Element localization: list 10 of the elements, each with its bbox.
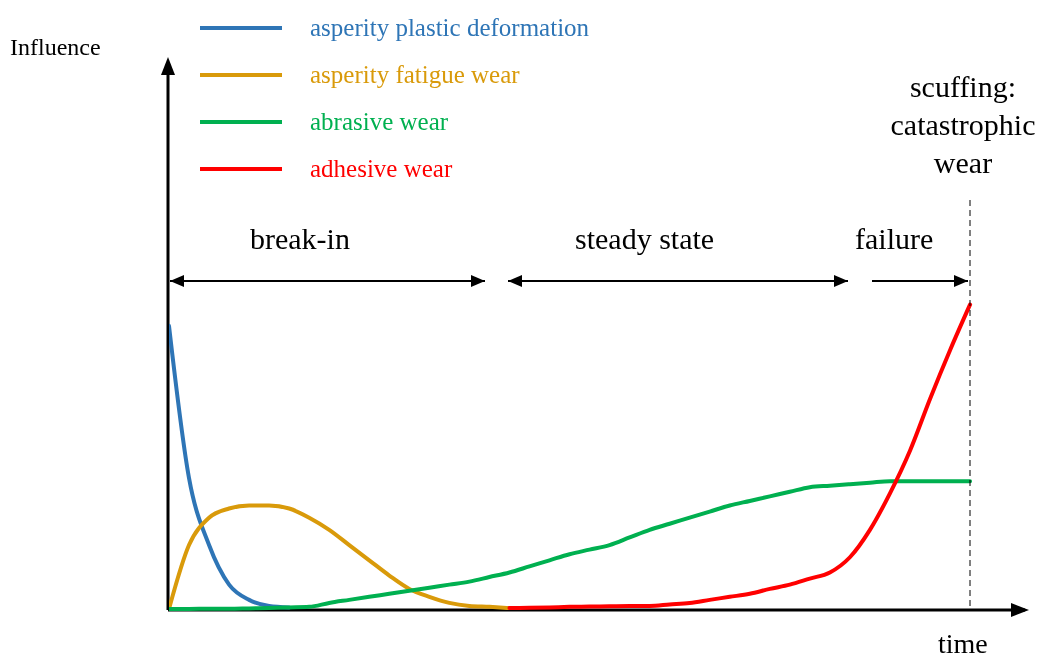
text: failure [855, 222, 934, 256]
legend-label: asperity fatigue wear [310, 60, 520, 89]
text: break-in [250, 222, 350, 256]
legend-label: adhesive wear [310, 154, 453, 183]
x-axis-title: time [938, 628, 988, 660]
text: steady state [575, 222, 715, 256]
legend-label: abrasive wear [310, 107, 449, 136]
legend-label: asperity plastic deformation [310, 13, 590, 42]
text: scuffing: catastrophic wear [889, 69, 1037, 181]
text: Influence [10, 34, 101, 61]
